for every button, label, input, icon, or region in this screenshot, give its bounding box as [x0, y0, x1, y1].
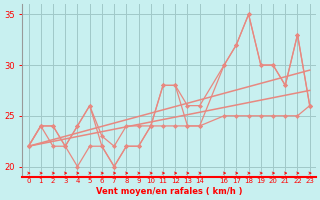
X-axis label: Vent moyen/en rafales ( km/h ): Vent moyen/en rafales ( km/h )	[96, 187, 242, 196]
